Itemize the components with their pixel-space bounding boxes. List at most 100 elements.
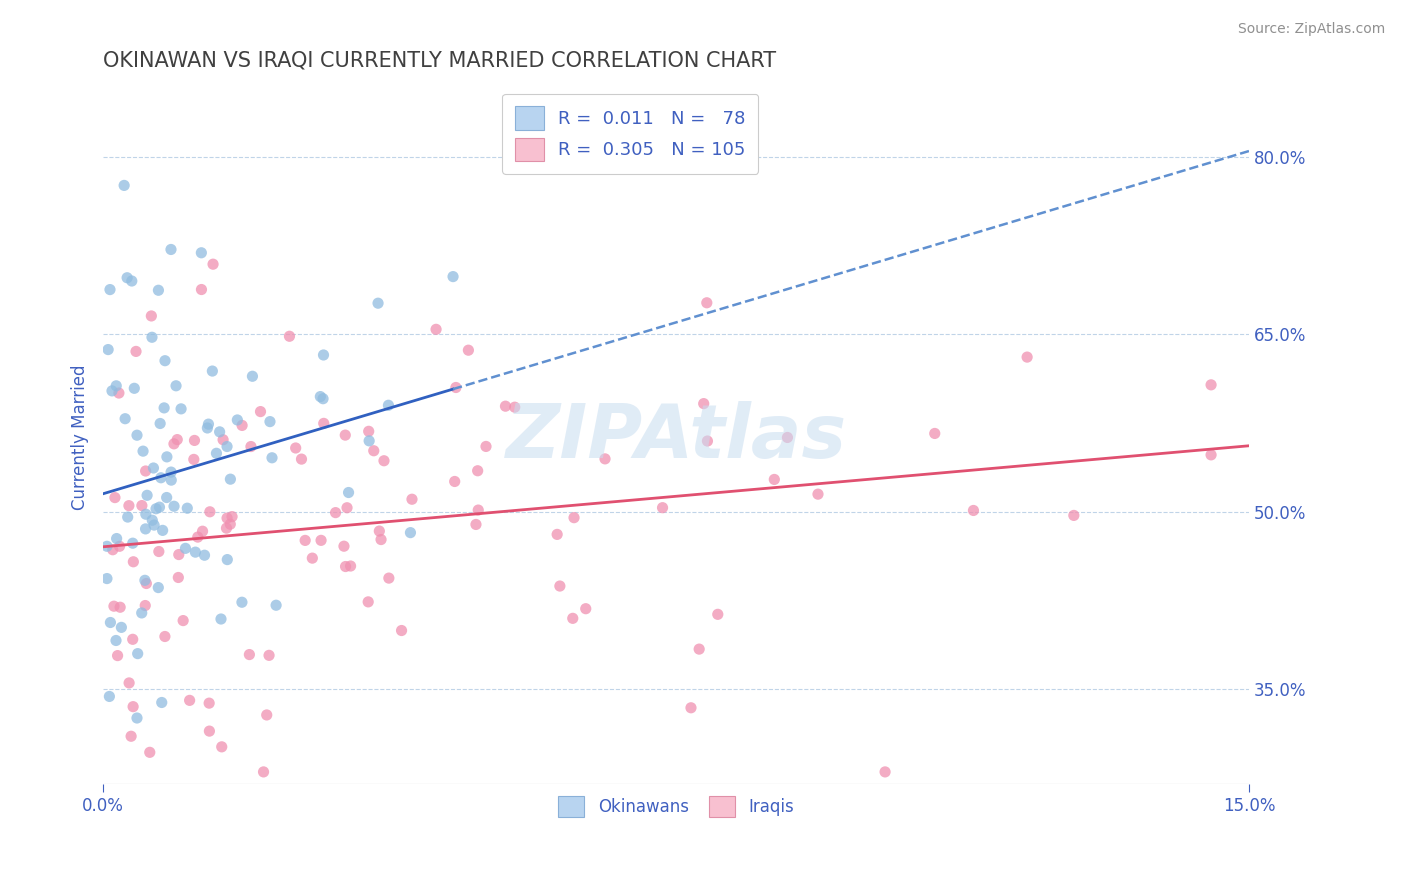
Point xyxy=(260,450,283,465)
Point xyxy=(117,510,139,524)
Point xyxy=(141,309,163,323)
Point xyxy=(202,257,225,271)
Point xyxy=(121,632,143,647)
Point xyxy=(238,648,260,662)
Point xyxy=(284,441,307,455)
Point xyxy=(101,542,124,557)
Point xyxy=(136,488,159,502)
Point xyxy=(183,452,205,467)
Point xyxy=(391,624,413,638)
Point xyxy=(301,551,323,566)
Point xyxy=(121,536,143,550)
Point xyxy=(160,473,183,487)
Point xyxy=(142,461,165,475)
Point xyxy=(156,491,179,505)
Point xyxy=(475,439,498,453)
Point xyxy=(148,283,170,297)
Point xyxy=(163,500,186,514)
Point xyxy=(696,295,718,310)
Point xyxy=(209,612,232,626)
Point xyxy=(197,417,219,431)
Point xyxy=(165,378,187,392)
Point xyxy=(561,611,583,625)
Point xyxy=(125,428,148,442)
Point xyxy=(160,243,183,257)
Point xyxy=(145,501,167,516)
Point xyxy=(226,413,249,427)
Point xyxy=(150,696,173,710)
Point xyxy=(264,599,287,613)
Point xyxy=(215,511,238,525)
Point xyxy=(377,398,399,412)
Point xyxy=(335,428,357,442)
Point xyxy=(312,348,335,362)
Point xyxy=(153,353,176,368)
Point xyxy=(1063,508,1085,523)
Point xyxy=(359,434,381,448)
Point xyxy=(924,426,946,441)
Point xyxy=(132,444,155,458)
Point xyxy=(575,601,598,615)
Point xyxy=(97,343,120,357)
Point xyxy=(125,711,148,725)
Point xyxy=(312,417,335,431)
Point xyxy=(467,464,489,478)
Point xyxy=(309,390,332,404)
Point xyxy=(118,676,141,690)
Point xyxy=(100,615,122,630)
Point xyxy=(208,425,231,439)
Point xyxy=(148,581,170,595)
Point xyxy=(141,513,163,527)
Point xyxy=(205,446,228,460)
Point xyxy=(425,322,447,336)
Point xyxy=(174,541,197,556)
Point xyxy=(239,440,262,454)
Point xyxy=(231,418,253,433)
Point xyxy=(401,492,423,507)
Point xyxy=(256,708,278,723)
Point xyxy=(1199,448,1222,462)
Point xyxy=(166,433,188,447)
Point xyxy=(259,415,281,429)
Point xyxy=(294,533,316,548)
Text: OKINAWAN VS IRAQI CURRENTLY MARRIED CORRELATION CHART: OKINAWAN VS IRAQI CURRENTLY MARRIED CORR… xyxy=(103,51,776,70)
Point xyxy=(312,392,335,406)
Point xyxy=(211,739,233,754)
Point xyxy=(546,527,568,541)
Point xyxy=(149,417,172,431)
Point xyxy=(444,380,467,394)
Point xyxy=(1017,350,1039,364)
Point xyxy=(688,642,710,657)
Point xyxy=(135,507,157,521)
Point xyxy=(184,545,207,559)
Point xyxy=(875,764,897,779)
Point xyxy=(368,524,391,538)
Point xyxy=(190,283,212,297)
Point xyxy=(143,518,166,533)
Point xyxy=(370,533,392,547)
Point xyxy=(776,430,799,444)
Point xyxy=(134,599,156,613)
Point xyxy=(105,633,128,648)
Point xyxy=(201,364,224,378)
Point xyxy=(367,296,389,310)
Text: Source: ZipAtlas.com: Source: ZipAtlas.com xyxy=(1237,22,1385,37)
Point xyxy=(679,700,702,714)
Point xyxy=(339,559,361,574)
Point xyxy=(121,274,143,288)
Point xyxy=(278,329,301,343)
Point xyxy=(763,472,786,486)
Point xyxy=(217,552,239,566)
Point xyxy=(107,648,129,663)
Point xyxy=(122,555,145,569)
Point xyxy=(156,450,179,464)
Point xyxy=(105,379,128,393)
Point xyxy=(257,648,280,663)
Point xyxy=(176,501,198,516)
Point xyxy=(443,475,465,489)
Point xyxy=(135,522,157,536)
Point xyxy=(120,729,142,743)
Point xyxy=(103,599,125,614)
Point xyxy=(548,579,571,593)
Point xyxy=(193,548,215,562)
